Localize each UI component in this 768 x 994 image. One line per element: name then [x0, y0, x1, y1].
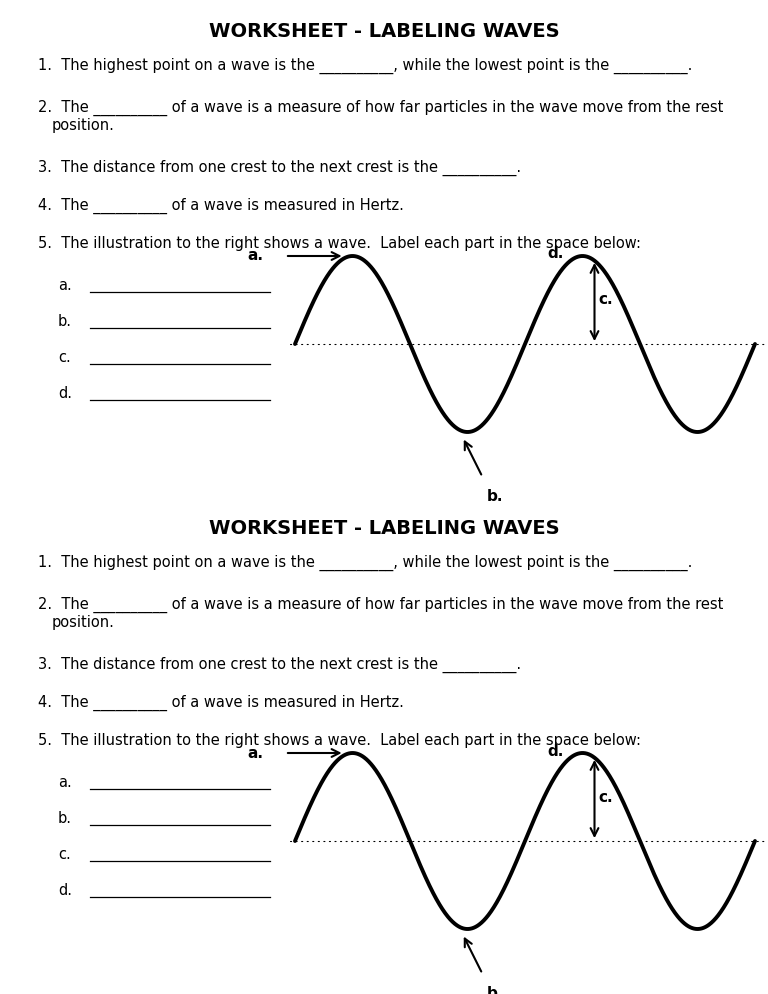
Text: d.: d. — [58, 883, 72, 898]
Text: c.: c. — [58, 847, 71, 862]
Text: c.: c. — [58, 350, 71, 365]
Text: position.: position. — [52, 118, 115, 133]
Text: d.: d. — [58, 386, 72, 401]
Text: 4.  The __________ of a wave is measured in Hertz.: 4. The __________ of a wave is measured … — [38, 695, 404, 711]
Text: 5.  The illustration to the right shows a wave.  Label each part in the space be: 5. The illustration to the right shows a… — [38, 236, 641, 251]
Text: a.: a. — [247, 746, 263, 760]
Text: 5.  The illustration to the right shows a wave.  Label each part in the space be: 5. The illustration to the right shows a… — [38, 733, 641, 748]
Text: 4.  The __________ of a wave is measured in Hertz.: 4. The __________ of a wave is measured … — [38, 198, 404, 214]
Text: a.: a. — [58, 278, 71, 293]
Text: c.: c. — [598, 789, 613, 804]
Text: 2.  The __________ of a wave is a measure of how far particles in the wave move : 2. The __________ of a wave is a measure… — [38, 597, 723, 613]
Text: b.: b. — [486, 489, 503, 504]
Text: 1.  The highest point on a wave is the __________, while the lowest point is the: 1. The highest point on a wave is the __… — [38, 555, 693, 572]
Text: c.: c. — [598, 292, 613, 307]
Text: b.: b. — [58, 811, 72, 826]
Text: position.: position. — [52, 615, 115, 630]
Text: 3.  The distance from one crest to the next crest is the __________.: 3. The distance from one crest to the ne… — [38, 160, 521, 176]
Text: a.: a. — [247, 248, 263, 263]
Text: d.: d. — [547, 744, 564, 758]
Text: d.: d. — [547, 247, 564, 261]
Text: 3.  The distance from one crest to the next crest is the __________.: 3. The distance from one crest to the ne… — [38, 657, 521, 673]
Text: 1.  The highest point on a wave is the __________, while the lowest point is the: 1. The highest point on a wave is the __… — [38, 58, 693, 75]
Text: WORKSHEET - LABELING WAVES: WORKSHEET - LABELING WAVES — [209, 22, 559, 41]
Text: WORKSHEET - LABELING WAVES: WORKSHEET - LABELING WAVES — [209, 519, 559, 538]
Text: a.: a. — [58, 775, 71, 790]
Text: b.: b. — [486, 986, 503, 994]
Text: b.: b. — [58, 314, 72, 329]
Text: 2.  The __________ of a wave is a measure of how far particles in the wave move : 2. The __________ of a wave is a measure… — [38, 100, 723, 116]
